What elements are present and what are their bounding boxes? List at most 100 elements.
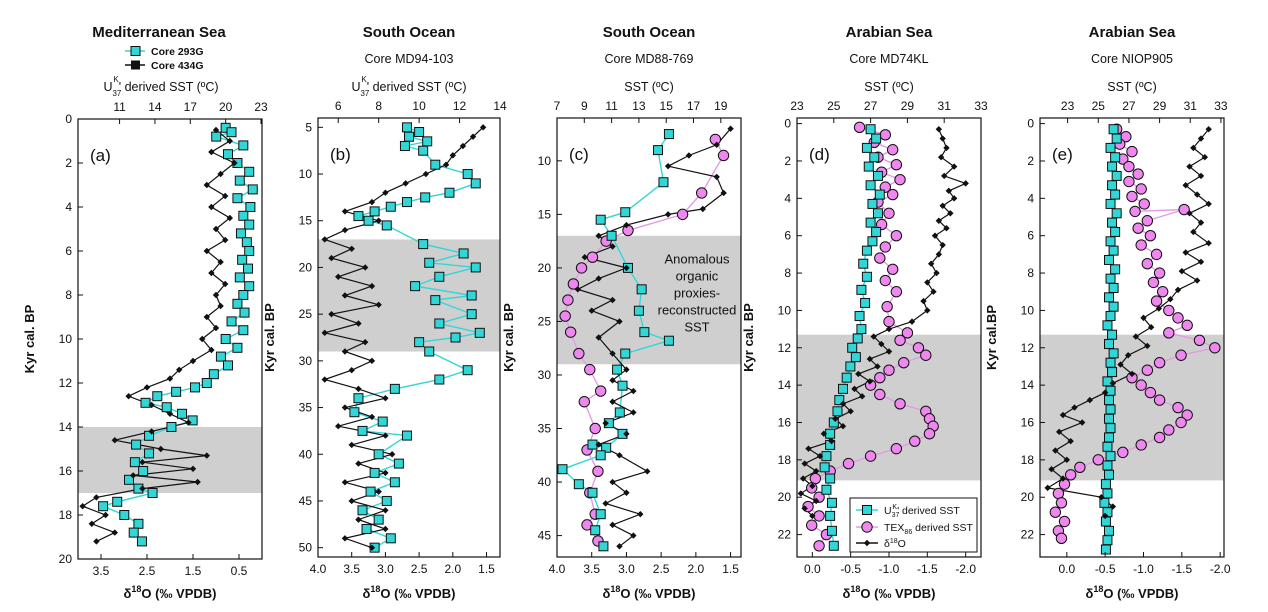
data-point-diamond (720, 189, 727, 197)
data-point-circle (1163, 327, 1175, 339)
data-point-diamond (341, 535, 349, 542)
y-tick-label: 5 (305, 120, 312, 134)
data-point-diamond (199, 335, 206, 343)
data-point-diamond (166, 410, 174, 417)
data-point-circle (1141, 215, 1154, 227)
data-point-square (854, 311, 865, 322)
data-point-diamond (685, 152, 693, 159)
data-point-diamond (469, 133, 477, 140)
legend-label: TEX86 derived SST (884, 522, 973, 536)
top-axis-label: U37K' derived SST (ºC) (103, 75, 218, 98)
data-point-square (845, 361, 856, 372)
data-point-square (393, 458, 404, 469)
data-point-circle (879, 241, 892, 253)
data-point-diamond (203, 247, 210, 255)
x-tick-label: 0.0 (804, 562, 821, 576)
data-point-diamond (924, 307, 931, 314)
data-point-square (458, 248, 469, 259)
data-point-circle (1181, 409, 1193, 421)
data-point-square (365, 486, 376, 497)
data-point-diamond (93, 494, 100, 501)
data-point-square (1104, 339, 1114, 350)
top-tick-label: 12 (453, 99, 467, 113)
data-point-circle (1092, 454, 1104, 466)
data-point-circle (1064, 469, 1077, 481)
data-point-diamond (157, 445, 164, 453)
data-point-diamond (143, 384, 151, 391)
data-point-square (601, 442, 612, 453)
data-point-square (201, 378, 212, 388)
data-point-circle (864, 450, 877, 462)
data-point-diamond (1193, 277, 1201, 284)
data-point-diamond (1128, 370, 1136, 378)
x-tick-label: -2.0 (1210, 562, 1231, 576)
shaded-interval (78, 427, 262, 493)
data-point-square (349, 407, 360, 418)
data-point-square (614, 407, 625, 418)
top-axis-label: SST (ºC) (864, 80, 913, 94)
y-tick-label: 0 (65, 112, 72, 126)
y-axis-label: Kyr cal. BP (501, 303, 516, 372)
data-point-circle (1175, 349, 1187, 361)
top-tick-label: 33 (974, 99, 988, 113)
data-point-square (1111, 208, 1122, 219)
data-point-diamond (189, 465, 197, 472)
y-tick-label: 30 (299, 354, 313, 368)
shaded-interval (1040, 334, 1224, 481)
data-point-diamond (630, 387, 637, 395)
data-point-diamond (866, 355, 874, 363)
data-point-diamond (341, 479, 349, 486)
data-point-diamond (368, 282, 376, 290)
data-point-circle (1153, 357, 1166, 369)
data-point-square (450, 332, 461, 343)
data-point-diamond (1063, 456, 1071, 464)
data-point-diamond (217, 258, 224, 266)
x-tick-label: 3.5 (93, 564, 110, 578)
data-point-square (226, 127, 237, 138)
data-point-square (244, 246, 255, 256)
top-tick-label: 23 (1061, 99, 1075, 113)
y-tick-label: 40 (299, 447, 313, 461)
legend-marker-circle (861, 521, 873, 533)
data-point-circle (1172, 401, 1184, 414)
data-point-diamond (943, 225, 950, 232)
data-point-diamond (595, 441, 602, 448)
data-point-circle (883, 315, 895, 328)
data-point-square (1105, 385, 1116, 396)
data-point-square (462, 169, 473, 180)
y-tick-label: 16 (778, 415, 792, 429)
top-axis-label: SST (ºC) (624, 80, 673, 94)
y-tick-label: 35 (299, 401, 313, 415)
data-point-diamond (609, 521, 616, 529)
data-point-diamond (368, 357, 376, 365)
data-point-square (1108, 124, 1119, 135)
data-point-square (1110, 264, 1121, 275)
data-point-square (1102, 376, 1113, 387)
panel-label: (e) (1052, 145, 1073, 164)
series-line (322, 126, 484, 549)
data-point-diamond (812, 467, 820, 475)
data-point-square (1104, 254, 1114, 265)
top-tick-label: 11 (605, 99, 618, 113)
data-point-diamond (809, 512, 816, 520)
top-tick-label: 6 (335, 99, 342, 113)
data-point-square (223, 149, 233, 160)
top-tick-label: 27 (864, 99, 878, 113)
data-point-square (1108, 301, 1119, 312)
data-point-diamond (321, 376, 328, 383)
y-tick-label: 18 (1021, 453, 1035, 467)
data-point-circle (1178, 203, 1190, 216)
top-tick-label: 14 (148, 100, 162, 114)
top-tick-label: 29 (901, 99, 915, 113)
data-point-circle (1126, 145, 1138, 158)
y-tick-label: 45 (538, 529, 552, 543)
x-tick-label: 1.5 (478, 562, 495, 576)
data-point-square (1110, 189, 1121, 200)
data-point-circle (874, 388, 886, 401)
top-tick-label: 13 (632, 99, 646, 113)
data-point-diamond (1186, 210, 1193, 217)
y-tick-label: 2 (1027, 154, 1034, 168)
data-point-square (874, 189, 885, 200)
data-point-circle (898, 357, 910, 369)
